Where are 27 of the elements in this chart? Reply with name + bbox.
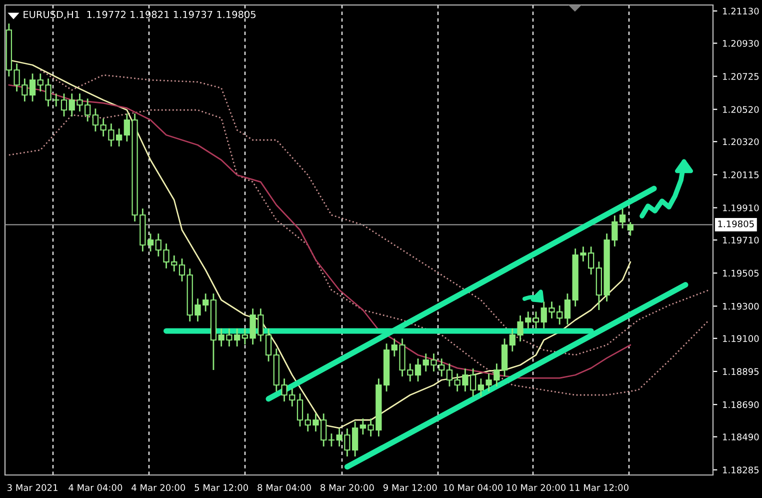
y-tick-label: 1.18490 xyxy=(723,434,759,440)
y-tick-label: 1.20320 xyxy=(723,138,759,146)
y-tick-label: 1.20930 xyxy=(723,40,759,47)
y-tick-label: 1.19505 xyxy=(723,270,759,277)
ref-line-label: 1.19805 xyxy=(718,220,754,228)
x-tick-label: 4 Mar 20:00 xyxy=(132,484,186,492)
y-tick-label: 1.18895 xyxy=(723,368,759,376)
x-tick-label: 5 Mar 12:00 xyxy=(194,484,248,492)
y-tick-label: 1.18690 xyxy=(723,401,759,408)
y-tick-label: 1.19910 xyxy=(723,204,759,212)
x-tick-label: 8 Mar 04:00 xyxy=(258,484,311,492)
x-tick-label: 10 Mar 04:00 xyxy=(444,484,503,492)
y-tick-label: 1.18285 xyxy=(723,466,759,474)
y-tick-label: 1.20520 xyxy=(723,106,759,113)
y-tick-label: 1.20725 xyxy=(723,73,759,80)
x-tick-label: 9 Mar 12:00 xyxy=(383,484,437,492)
x-tick-label: 11 Mar 12:00 xyxy=(570,484,628,492)
x-tick-label: 8 Mar 20:00 xyxy=(320,484,374,492)
x-tick-label: 4 Mar 04:00 xyxy=(68,484,122,492)
x-tick-label: 3 Mar 2021 xyxy=(7,484,58,492)
y-tick-label: 1.21130 xyxy=(723,8,759,15)
y-tick-label: 1.19300 xyxy=(723,302,759,310)
y-tick-label: 1.19710 xyxy=(723,236,759,244)
x-tick-label: 10 Mar 20:00 xyxy=(506,484,566,492)
text: EURUSD,H1 1.19772 1.19821 1.19737 1.19805 xyxy=(24,10,256,20)
y-tick-label: 1.20115 xyxy=(723,171,759,178)
y-tick-label: 1.19100 xyxy=(723,335,759,342)
